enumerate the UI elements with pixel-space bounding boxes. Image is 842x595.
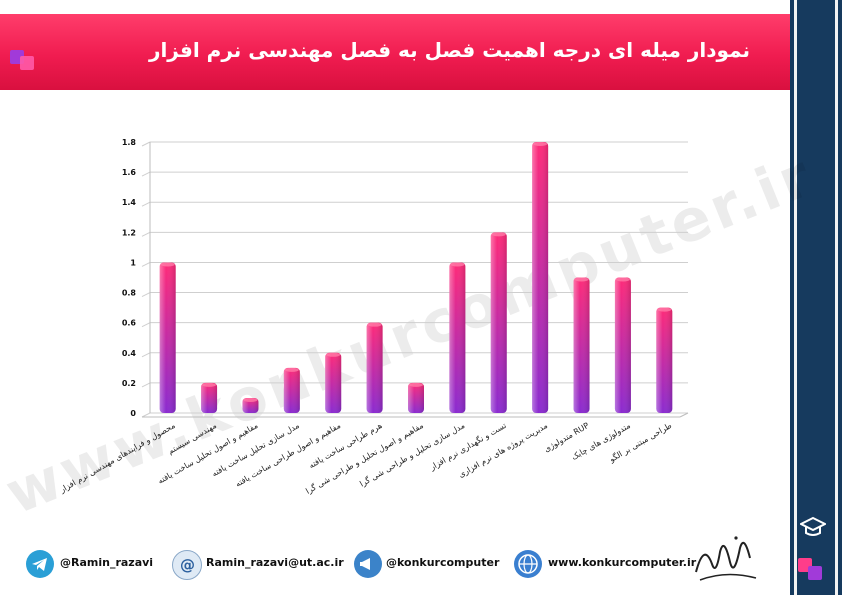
bar-shading bbox=[201, 382, 218, 413]
side-band bbox=[790, 0, 842, 595]
x-axis-bevel bbox=[679, 412, 689, 418]
email-address: Ramin_razavi@ut.ac.ir bbox=[206, 556, 344, 569]
bar-shading bbox=[325, 352, 342, 413]
y-tick-label: 1.8 bbox=[122, 138, 137, 147]
gridline-bevel bbox=[141, 231, 151, 237]
bar-shading bbox=[283, 367, 300, 413]
bar-shading bbox=[366, 322, 383, 413]
chart-bars bbox=[159, 142, 673, 413]
y-tick-label: 0.6 bbox=[122, 319, 137, 328]
bar-cap bbox=[284, 367, 299, 372]
signature-logo bbox=[695, 536, 757, 581]
channel-icon bbox=[354, 550, 382, 578]
gridline-bevel bbox=[141, 292, 151, 298]
x-tick-label: هرم طراحی ساخت یافته bbox=[307, 421, 383, 470]
telegram-handle: @Ramin_razavi bbox=[60, 556, 154, 569]
bar-cap bbox=[409, 382, 423, 387]
brand-squares-icon bbox=[10, 50, 40, 74]
bar-shading bbox=[656, 307, 673, 413]
bar-shading bbox=[242, 397, 259, 413]
telegram-icon bbox=[26, 550, 54, 578]
y-tick-label: 1 bbox=[130, 258, 136, 267]
y-axis-ticks: 0 0.2 0.4 0.6 0.8 1 1.2 1.4 1.6 1.8 bbox=[122, 138, 137, 418]
y-tick-label: 0.4 bbox=[122, 349, 137, 358]
bar-cap bbox=[326, 352, 341, 357]
bar-cap bbox=[615, 277, 630, 282]
gridline-bevel bbox=[141, 322, 151, 328]
bar-shading bbox=[159, 262, 176, 413]
y-tick-label: 1.4 bbox=[122, 198, 137, 207]
gridline-bevel bbox=[141, 382, 151, 388]
bar-shading bbox=[573, 277, 590, 413]
gridline-bevel bbox=[141, 201, 151, 207]
y-tick-label: 0 bbox=[130, 409, 136, 418]
gridline-bevel bbox=[141, 412, 151, 418]
bar-shading bbox=[408, 382, 424, 413]
bar-cap bbox=[533, 142, 548, 146]
mortarboard-icon bbox=[800, 516, 826, 536]
bar-cap bbox=[202, 382, 217, 387]
gridline-bevel bbox=[141, 171, 151, 177]
brand-squares-icon bbox=[798, 558, 828, 584]
bar-cap bbox=[491, 232, 506, 237]
bar-shading bbox=[449, 262, 466, 413]
svg-text:@: @ bbox=[180, 556, 195, 574]
bar-shading bbox=[532, 142, 549, 413]
bar-cap bbox=[450, 262, 465, 267]
bar-shading bbox=[490, 232, 507, 413]
bar-shading bbox=[614, 277, 631, 413]
y-tick-label: 0.2 bbox=[122, 379, 136, 388]
gridline-bevel bbox=[141, 141, 151, 147]
email-icon: @ bbox=[172, 550, 202, 580]
footer: @Ramin_razavi @ Ramin_razavi@ut.ac.ir @k… bbox=[0, 540, 790, 590]
header-bar: نمودار میله ای درجه اهمیت فصل به فصل مهن… bbox=[0, 14, 790, 90]
gridline-bevel bbox=[141, 352, 151, 358]
bar-cap bbox=[160, 262, 175, 267]
bar-chart: 0 0.2 0.4 0.6 0.8 1 1.2 1.4 1.6 1.8 محصول و فراین… bbox=[58, 138, 689, 496]
channel-handle: @konkurcomputer bbox=[386, 556, 500, 569]
website-url: www.konkurcomputer.ir bbox=[548, 556, 697, 569]
bar-cap bbox=[243, 397, 258, 402]
page-title: نمودار میله ای درجه اهمیت فصل به فصل مهن… bbox=[148, 38, 750, 62]
chart-grid bbox=[141, 141, 689, 418]
globe-icon bbox=[514, 550, 542, 578]
y-tick-label: 1.2 bbox=[122, 228, 136, 237]
bar-cap bbox=[574, 277, 589, 282]
gridline-bevel bbox=[141, 261, 151, 267]
y-tick-label: 1.6 bbox=[122, 168, 137, 177]
bar-cap bbox=[657, 307, 672, 312]
x-axis-labels: محصول و فرایندهای مهندسی نرم افزارمهندسی… bbox=[58, 420, 674, 496]
y-tick-label: 0.8 bbox=[122, 289, 137, 298]
bar-cap bbox=[367, 322, 382, 327]
